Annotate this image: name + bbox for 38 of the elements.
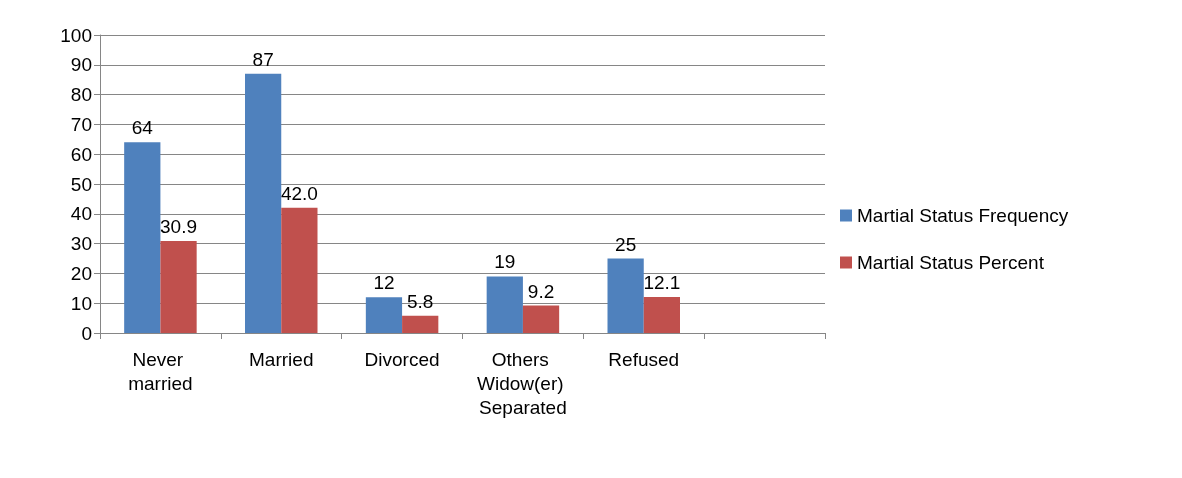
- x-tick-label: Married: [249, 348, 314, 370]
- data-label: 87: [252, 48, 274, 70]
- bar: [365, 297, 403, 333]
- bar: [124, 142, 161, 333]
- bar: [402, 315, 439, 333]
- data-label: 19: [494, 251, 516, 273]
- y-tick-label: 90: [70, 54, 92, 76]
- y-tick-label: 0: [81, 322, 92, 344]
- data-label: 25: [615, 233, 637, 255]
- x-tick-label: Others Widow(er) Separated: [476, 348, 569, 418]
- legend-label: Martial Status Percent: [857, 252, 1045, 273]
- y-tick-label: 30: [70, 233, 92, 255]
- x-tick-label: Divorced: [364, 348, 440, 370]
- data-label: 12.1: [643, 271, 681, 293]
- data-label: 5.8: [407, 290, 434, 312]
- y-tick-label: 20: [70, 262, 92, 284]
- data-label: 9.2: [527, 280, 555, 302]
- data-label: 12: [373, 272, 395, 294]
- bar: [245, 73, 282, 333]
- x-tick-label: Refused: [608, 348, 680, 370]
- bar: [486, 276, 523, 333]
- y-tick-label: 100: [60, 24, 92, 46]
- y-tick-label: 60: [70, 143, 92, 165]
- bar: [643, 296, 680, 333]
- bar: [160, 240, 197, 333]
- bar: [607, 258, 644, 333]
- y-tick-label: 40: [70, 203, 92, 225]
- data-label: 64: [131, 117, 154, 139]
- data-label: 30.9: [160, 215, 198, 237]
- x-tick-label: Never married: [128, 348, 193, 394]
- y-tick-label: 80: [70, 84, 92, 106]
- y-tick-label: 50: [70, 173, 92, 195]
- bar: [281, 207, 318, 333]
- data-label: 42.0: [280, 182, 318, 204]
- y-tick-label: 10: [70, 292, 92, 314]
- y-tick-label: 70: [70, 113, 92, 135]
- bar: [522, 305, 560, 333]
- legend-label: Martial Status Frequency: [857, 205, 1069, 226]
